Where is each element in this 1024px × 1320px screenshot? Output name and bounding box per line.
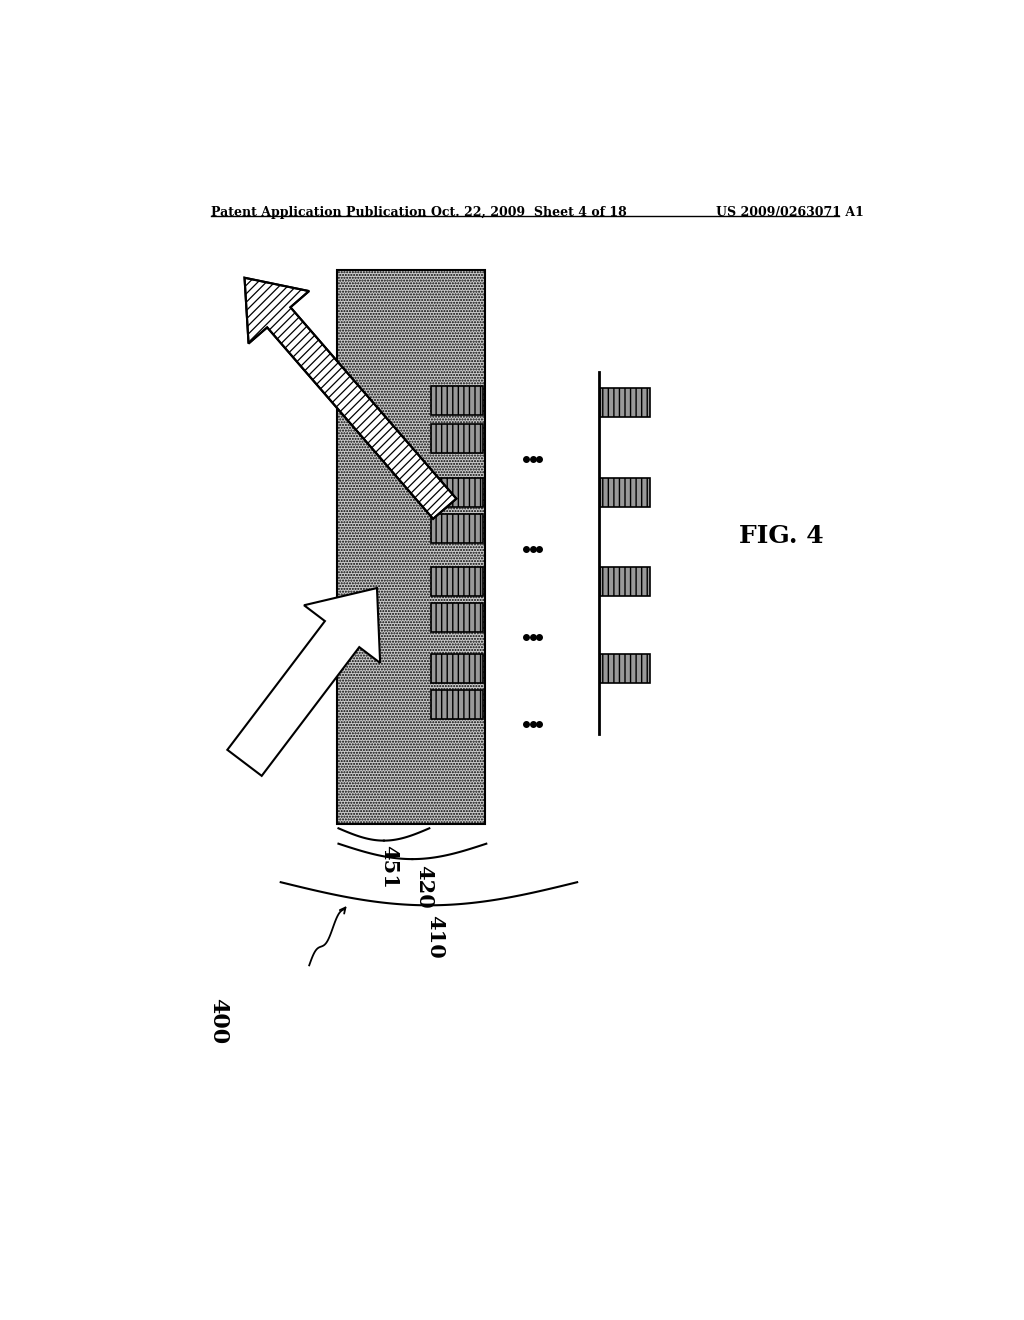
Bar <box>600 566 650 595</box>
Bar <box>431 653 483 682</box>
Bar <box>600 653 650 682</box>
Bar <box>600 653 650 682</box>
Bar <box>431 478 483 507</box>
Bar <box>431 566 483 595</box>
Bar <box>337 271 484 825</box>
Bar <box>431 385 483 414</box>
Bar <box>431 478 483 507</box>
Text: 451: 451 <box>379 845 399 890</box>
Text: FIG. 4: FIG. 4 <box>739 524 823 548</box>
Bar <box>600 478 650 507</box>
Bar <box>431 515 483 544</box>
Bar <box>431 515 483 544</box>
Bar <box>600 388 650 417</box>
Text: 400: 400 <box>208 998 229 1044</box>
Bar <box>431 424 483 453</box>
Polygon shape <box>227 589 380 776</box>
Bar <box>337 271 484 825</box>
Bar <box>431 603 483 632</box>
Text: US 2009/0263071 A1: US 2009/0263071 A1 <box>716 206 863 219</box>
Text: Patent Application Publication: Patent Application Publication <box>211 206 427 219</box>
Bar <box>600 478 650 507</box>
Bar <box>600 388 650 417</box>
Text: Oct. 22, 2009  Sheet 4 of 18: Oct. 22, 2009 Sheet 4 of 18 <box>431 206 627 219</box>
Bar <box>431 689 483 719</box>
Bar <box>431 424 483 453</box>
Bar <box>600 566 650 595</box>
Polygon shape <box>245 277 457 519</box>
Bar <box>431 689 483 719</box>
Text: 410: 410 <box>425 915 444 958</box>
Bar <box>431 566 483 595</box>
Bar <box>431 385 483 414</box>
Bar <box>431 653 483 682</box>
Text: 420: 420 <box>414 866 434 909</box>
Bar <box>431 603 483 632</box>
